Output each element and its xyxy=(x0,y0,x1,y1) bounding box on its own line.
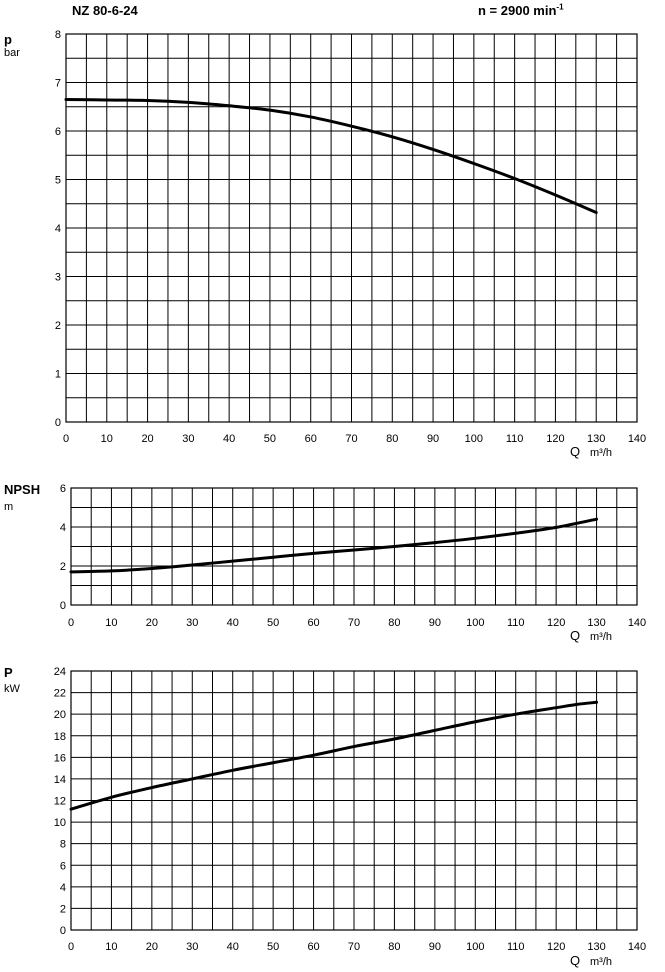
x-tick-label: 60 xyxy=(307,617,319,629)
y-tick-label: 3 xyxy=(55,272,61,284)
x-tick-label: 40 xyxy=(227,617,239,629)
x-tick-label: 120 xyxy=(547,617,565,629)
x-tick-label: 80 xyxy=(388,941,400,953)
x-tick-label: 110 xyxy=(507,617,525,629)
x-tick-label: 70 xyxy=(348,941,360,953)
x-tick-label: 130 xyxy=(587,617,605,629)
y-tick-label: 7 xyxy=(55,78,61,90)
y-axis-symbol: P xyxy=(4,665,13,680)
y-tick-label: 1 xyxy=(55,369,61,381)
y-tick-label: 8 xyxy=(60,839,66,851)
x-tick-label: 10 xyxy=(105,617,117,629)
x-tick-label: 30 xyxy=(186,617,198,629)
x-tick-label: 0 xyxy=(63,433,69,445)
x-axis-unit: m³/h xyxy=(590,956,612,968)
x-tick-label: 110 xyxy=(506,433,524,445)
y-tick-label: 24 xyxy=(54,666,66,678)
y-tick-label: 22 xyxy=(54,688,66,700)
speed-prefix: n = 2900 min xyxy=(478,3,557,18)
y-axis-symbol: NPSH xyxy=(4,482,40,497)
y-tick-label: 14 xyxy=(54,774,66,786)
y-tick-label: 2 xyxy=(60,903,66,915)
series-line xyxy=(64,97,598,214)
x-tick-label: 20 xyxy=(141,433,153,445)
y-axis-unit: m xyxy=(4,501,13,513)
x-tick-label: 0 xyxy=(68,617,74,629)
y-tick-label: 20 xyxy=(54,709,66,721)
x-tick-label: 80 xyxy=(388,617,400,629)
x-tick-label: 50 xyxy=(264,433,276,445)
x-tick-label: 30 xyxy=(186,941,198,953)
series-line xyxy=(69,700,599,811)
x-tick-label: 20 xyxy=(146,617,158,629)
y-tick-label: 12 xyxy=(54,796,66,808)
y-tick-label: 2 xyxy=(60,561,66,573)
x-tick-label: 40 xyxy=(227,941,239,953)
chart-panel: 0 10 20 30 40 50 60 70 80 90 100 110 120 130 140 0 1 2 3 4 5… xyxy=(4,29,646,459)
y-tick-label: 5 xyxy=(55,175,61,187)
plot-frame xyxy=(70,487,638,606)
x-tick-label: 140 xyxy=(628,617,646,629)
x-tick-label: 50 xyxy=(267,617,279,629)
x-tick-label: 80 xyxy=(386,433,398,445)
x-tick-label: 90 xyxy=(427,433,439,445)
x-axis-symbol: Q xyxy=(570,444,580,459)
y-tick-label: 4 xyxy=(60,882,66,894)
x-axis-symbol: Q xyxy=(570,953,580,968)
speed-exponent: -1 xyxy=(556,2,564,12)
y-tick-label: 10 xyxy=(54,817,66,829)
y-tick-label: 4 xyxy=(60,522,66,534)
x-tick-label: 100 xyxy=(465,433,483,445)
x-tick-label: 90 xyxy=(429,941,441,953)
x-tick-label: 100 xyxy=(466,617,484,629)
y-tick-label: 4 xyxy=(55,223,61,235)
chart-panel: 0 10 20 30 40 50 60 70 80 90 100 110 120 130 140 0 2 4 6 NP… xyxy=(4,482,646,643)
x-tick-label: 140 xyxy=(628,941,646,953)
y-tick-label: 0 xyxy=(60,600,66,612)
x-tick-label: 40 xyxy=(223,433,235,445)
x-tick-label: 10 xyxy=(101,433,113,445)
y-tick-label: 0 xyxy=(60,925,66,937)
x-tick-label: 70 xyxy=(345,433,357,445)
x-tick-label: 140 xyxy=(628,433,646,445)
y-tick-label: 8 xyxy=(55,29,61,41)
x-tick-label: 30 xyxy=(182,433,194,445)
speed-label: n = 2900 min-1 xyxy=(478,3,564,18)
y-tick-label: 16 xyxy=(54,752,66,764)
x-tick-label: 60 xyxy=(307,941,319,953)
y-axis-unit: kW xyxy=(4,683,21,695)
x-tick-label: 100 xyxy=(466,941,484,953)
x-tick-label: 10 xyxy=(105,941,117,953)
y-axis-unit: bar xyxy=(4,47,20,59)
y-tick-label: 2 xyxy=(55,320,61,332)
y-tick-label: 18 xyxy=(54,731,66,743)
x-axis-unit: m³/h xyxy=(590,631,612,643)
x-tick-label: 70 xyxy=(348,617,360,629)
chart-title: NZ 80-6-24 xyxy=(72,3,138,18)
y-tick-label: 6 xyxy=(60,483,66,495)
x-tick-label: 0 xyxy=(68,941,74,953)
x-tick-label: 130 xyxy=(587,433,605,445)
chart-panel: 0 10 20 30 40 50 60 70 80 90 100 110 120 130 140024681… xyxy=(4,665,646,968)
x-tick-label: 90 xyxy=(429,617,441,629)
y-tick-label: 6 xyxy=(60,860,66,872)
x-axis-symbol: Q xyxy=(570,628,580,643)
x-tick-label: 60 xyxy=(305,433,317,445)
series-line xyxy=(69,517,599,574)
x-tick-label: 50 xyxy=(267,941,279,953)
y-tick-label: 0 xyxy=(55,417,61,429)
plot-frame xyxy=(65,33,638,423)
x-tick-label: 120 xyxy=(546,433,564,445)
y-tick-label: 6 xyxy=(55,126,61,138)
x-tick-label: 130 xyxy=(587,941,605,953)
plot-frame xyxy=(70,670,638,931)
x-tick-label: 110 xyxy=(507,941,525,953)
y-axis-symbol: p xyxy=(4,32,12,47)
x-axis-unit: m³/h xyxy=(590,447,612,459)
x-tick-label: 20 xyxy=(146,941,158,953)
x-tick-label: 120 xyxy=(547,941,565,953)
